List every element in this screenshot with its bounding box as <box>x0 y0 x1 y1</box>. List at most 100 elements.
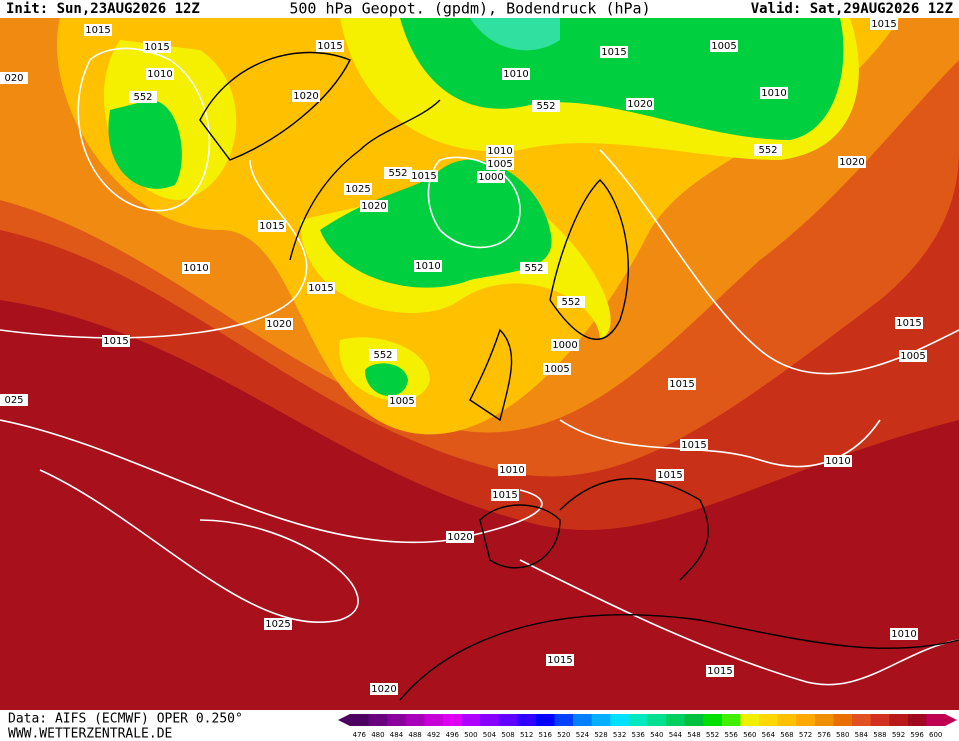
legend-swatch <box>350 714 370 726</box>
contour-label: 1015 <box>411 171 436 182</box>
legend-swatch <box>870 714 890 726</box>
legend-label: 584 <box>855 731 869 739</box>
legend-label: 492 <box>427 731 440 739</box>
legend-label: 596 <box>910 731 924 739</box>
coastlines <box>199 51 959 701</box>
legend-swatch <box>405 714 425 726</box>
contour-label: 1010 <box>761 88 786 99</box>
legend-label: 504 <box>483 731 497 739</box>
legend-label: 576 <box>817 731 831 739</box>
contour-label: 1010 <box>183 263 208 274</box>
label-box <box>410 170 438 182</box>
coastline <box>199 51 351 161</box>
legend-swatch <box>907 714 927 726</box>
legend-swatch <box>759 714 779 726</box>
contour-label: 1010 <box>415 261 440 272</box>
legend-swatch <box>926 714 946 726</box>
label-box <box>706 665 734 677</box>
init-time: Init: Sun,23AUG2026 12Z <box>6 1 200 17</box>
contour-label: 1015 <box>681 440 706 451</box>
legend-swatch <box>442 714 463 726</box>
contour-label: 1005 <box>487 159 512 170</box>
label-box <box>477 171 505 183</box>
valid-time: Valid: Sat,29AUG2026 12Z <box>751 1 953 17</box>
label-box <box>870 18 898 30</box>
coastline <box>549 179 629 340</box>
legend-label: 552 <box>706 731 719 739</box>
label-box <box>551 339 579 351</box>
label-box <box>502 68 530 80</box>
site: WWW.WETTERZENTRALE.DE <box>8 727 172 741</box>
legend-label: 528 <box>594 731 607 739</box>
contour-label: 552 <box>373 350 392 361</box>
contour-label: 1015 <box>871 19 896 30</box>
contour-label: 1005 <box>389 396 414 407</box>
label-box <box>0 394 28 406</box>
legend-label: 532 <box>613 731 626 739</box>
legend-swatch <box>814 714 834 726</box>
label-box <box>384 167 412 179</box>
isobar <box>519 559 959 686</box>
legend-label: 548 <box>687 731 700 739</box>
contour-label: 552 <box>758 145 777 156</box>
label-box <box>543 363 571 375</box>
label-box <box>264 618 292 630</box>
contour-labels: 1015 1015 1015 1010 552 1020 1010 1015 1005 1010 1… <box>0 18 927 695</box>
contour-label: 1015 <box>103 336 128 347</box>
zone-540 <box>470 18 560 51</box>
label-box <box>838 156 866 168</box>
legend-label: 556 <box>724 731 738 739</box>
label-box <box>710 40 738 52</box>
legend-swatch <box>628 714 648 726</box>
label-box <box>102 335 130 347</box>
legend-label: 496 <box>446 731 460 739</box>
contour-label: 020 <box>4 73 23 84</box>
contour-label: 1015 <box>259 221 284 232</box>
label-box <box>360 200 388 212</box>
color-legend: 476 480 484 488 492 496 500 504 508 512 516 520 524 5… <box>338 714 957 739</box>
legend-swatch <box>647 714 667 726</box>
isobar <box>77 47 211 212</box>
legend-arrow-left <box>338 714 350 726</box>
legend-label: 580 <box>836 731 849 739</box>
legend-label: 516 <box>539 731 553 739</box>
contour-label: 1020 <box>447 532 472 543</box>
legend-label: 524 <box>576 731 590 739</box>
coastline <box>289 99 441 261</box>
coastline <box>559 477 709 581</box>
contour-label: 1000 <box>478 172 503 183</box>
contour-label: 1025 <box>265 619 290 630</box>
contour-label: 1015 <box>896 318 921 329</box>
contour-label: 1010 <box>503 69 528 80</box>
contour-label: 1015 <box>317 41 342 52</box>
map-title: 500 hPa Geopot. (gpdm), Bodendruck (hPa) <box>289 0 650 18</box>
legend-label: 500 <box>464 731 477 739</box>
label-box <box>143 41 171 53</box>
contour-label: 1005 <box>711 41 736 52</box>
label-box <box>316 40 344 52</box>
label-box <box>491 489 519 501</box>
contour-label: 1015 <box>308 283 333 294</box>
label-box <box>0 72 28 84</box>
label-box <box>546 654 574 666</box>
contour-label: 552 <box>561 297 580 308</box>
contour-label: 1020 <box>293 91 318 102</box>
legend-swatch <box>889 714 909 726</box>
label-box <box>532 100 560 112</box>
legend-swatch <box>740 714 760 726</box>
label-box <box>307 282 335 294</box>
label-box <box>344 183 372 195</box>
contour-label: 1020 <box>627 99 652 110</box>
legend-swatch <box>480 714 500 726</box>
legend-label: 544 <box>669 731 683 739</box>
legend-swatch <box>387 714 407 726</box>
legend-swatch <box>796 714 816 726</box>
legend-swatch <box>573 714 593 726</box>
legend-label: 508 <box>501 731 514 739</box>
legend-label: 540 <box>650 731 663 739</box>
legend-label: 592 <box>892 731 905 739</box>
legend-swatch <box>368 714 388 726</box>
label-box <box>899 350 927 362</box>
label-box <box>414 260 442 272</box>
contour-label: 552 <box>536 101 555 112</box>
